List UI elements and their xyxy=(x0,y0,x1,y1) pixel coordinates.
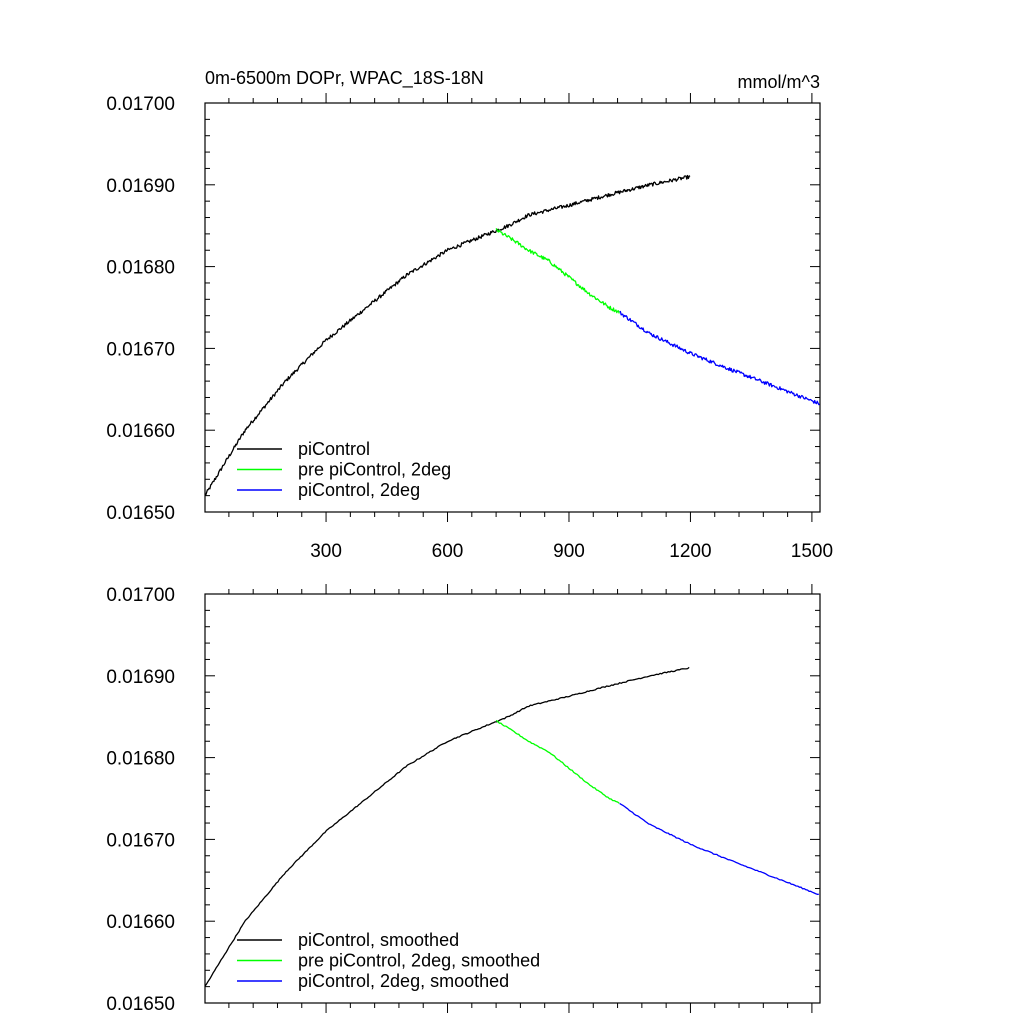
legend-label-1: piControl, smoothed xyxy=(298,930,459,950)
legend-label-3: piControl, 2deg, smoothed xyxy=(298,971,509,991)
series-line-2 xyxy=(495,228,620,314)
units-label: mmol/m^3 xyxy=(738,72,820,92)
chart-panel-2: 0.01650 0.01660 0.01670 0.01680 0.01690 0.017… xyxy=(106,584,821,1015)
chart-panel-1: 0.01650 0.01660 0.01670 0.01680 0.01690 0.017… xyxy=(106,68,833,562)
y-tick-label: 0.01690 xyxy=(106,176,175,197)
y-tick-label: 0.01680 xyxy=(106,749,175,770)
series-line-1 xyxy=(204,666,690,987)
x-tick-label: 1500 xyxy=(791,541,833,562)
series-line-2 xyxy=(495,719,620,804)
y-tick-label: 0.01680 xyxy=(106,258,175,279)
legend-label-3: piControl, 2deg xyxy=(298,480,420,500)
plot-frame xyxy=(204,593,821,1004)
y-tick-label: 0.01650 xyxy=(106,994,175,1015)
series-line-3 xyxy=(619,310,820,406)
plot-frame xyxy=(204,102,821,513)
y-tick-label: 0.01660 xyxy=(106,421,175,442)
x-tick-label: 300 xyxy=(310,541,342,562)
chart-title: 0m-6500m DOPr, WPAC_18S-18N xyxy=(205,68,484,89)
legend-label-1: piControl xyxy=(298,439,370,459)
series-line-3 xyxy=(619,802,819,895)
y-tick-label: 0.01670 xyxy=(106,830,175,851)
y-tick-label: 0.01700 xyxy=(106,94,175,115)
y-tick-label: 0.01660 xyxy=(106,912,175,933)
y-tick-label: 0.01690 xyxy=(106,667,175,688)
legend-label-2: pre piControl, 2deg xyxy=(298,460,451,480)
x-tick-label: 600 xyxy=(432,541,464,562)
series-line-1 xyxy=(204,174,691,496)
x-tick-label: 900 xyxy=(553,541,585,562)
legend-label-2: pre piControl, 2deg, smoothed xyxy=(298,951,540,971)
y-tick-label: 0.01700 xyxy=(106,585,175,606)
x-tick-label: 1200 xyxy=(669,541,711,562)
y-tick-label: 0.01650 xyxy=(106,503,175,524)
y-tick-label: 0.01670 xyxy=(106,339,175,360)
